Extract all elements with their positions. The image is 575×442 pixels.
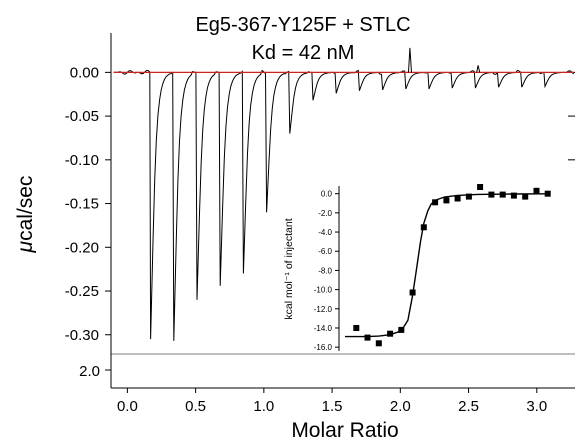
y-tick-label: -0.30 [65, 327, 99, 344]
x-tick-label: 3.0 [526, 398, 547, 415]
inset-data-points [353, 184, 551, 347]
y-tick-label: -0.10 [65, 152, 99, 169]
y-tick-label: -0.05 [65, 108, 99, 125]
inset-y-axis-label: kcal mol⁻¹ of injectant [283, 218, 295, 319]
inset-y-axis-ticks: 0.0 -2.0 -4.0 -6.0 -8.0 -10.0 -12.0 -14.0 -16.0 [314, 190, 339, 352]
y-tick-label: 0.00 [70, 64, 99, 81]
inset-y-tick-label: -14.0 [314, 324, 333, 333]
y-axis-label: μcal/sec [14, 176, 37, 254]
inset-data-point [522, 193, 529, 200]
inset-y-tick-label: -8.0 [318, 266, 332, 275]
x-tick-label: 1.5 [322, 398, 343, 415]
inset-data-point [375, 340, 382, 347]
chart-title-line-1: Eg5-367-Y125F + STLC [195, 14, 410, 36]
chart-title-line-2: Kd = 42 nM [252, 42, 355, 64]
x-tick-label: 2.5 [458, 398, 479, 415]
inset-data-point [544, 190, 551, 197]
inset-data-point [387, 330, 394, 337]
inset-fit-curve [345, 193, 548, 338]
x-tick-label: 0.5 [185, 398, 206, 415]
inset-data-point [454, 195, 461, 202]
inset-data-point [364, 334, 371, 341]
extra-bottom-tick-label: 2.0 [79, 363, 100, 380]
inset-data-point [432, 199, 439, 206]
inset-data-point [533, 187, 540, 194]
x-axis-label: Molar Ratio [291, 419, 398, 442]
inset-data-point [353, 325, 360, 331]
inset-data-point [477, 184, 484, 190]
inset-data-point [510, 192, 517, 199]
y-tick-label: -0.20 [65, 239, 99, 256]
inset-data-point [465, 193, 472, 200]
raw-trace-spike [408, 47, 412, 73]
x-axis-ticks: 0.0 0.5 1.0 1.5 2.0 2.5 3.0 [117, 388, 547, 415]
x-tick-label: 1.0 [253, 398, 274, 415]
main-plot: Eg5-367-Y125F + STLC Kd = 42 nM 0.00 -0.0… [14, 14, 575, 442]
x-tick-label: 0.0 [117, 398, 138, 415]
inset-data-point [420, 224, 427, 231]
inset-data-point [398, 326, 405, 333]
raw-heat-trace [113, 69, 574, 341]
inset-data-point [499, 191, 506, 198]
inset-y-tick-label: -10.0 [314, 286, 333, 295]
inset-data-point [488, 191, 495, 198]
y-tick-label: -0.15 [65, 196, 99, 213]
x-tick-label: 2.0 [390, 398, 411, 415]
raw-trace-spike [476, 65, 481, 73]
inset-y-tick-label: 0.0 [321, 190, 333, 199]
y-tick-label: -0.25 [65, 283, 99, 300]
inset-data-point [443, 197, 450, 204]
inset-y-tick-label: -4.0 [318, 228, 332, 237]
inset-background [339, 186, 575, 351]
inset-data-point [409, 289, 416, 296]
inset-y-tick-label: -12.0 [314, 305, 333, 314]
y-axis-label-prefix: μ [14, 240, 37, 253]
inset-plot: 0.0-2.0-4.0-6.0-8.0-10.0-12.0-14.0-16.0 … [283, 184, 575, 352]
inset-y-tick-label: -16.0 [314, 343, 333, 352]
inset-y-tick-label: -2.0 [318, 209, 332, 218]
inset-y-tick-label: -6.0 [318, 247, 332, 256]
y-axis-label-suffix: cal/sec [14, 176, 37, 241]
